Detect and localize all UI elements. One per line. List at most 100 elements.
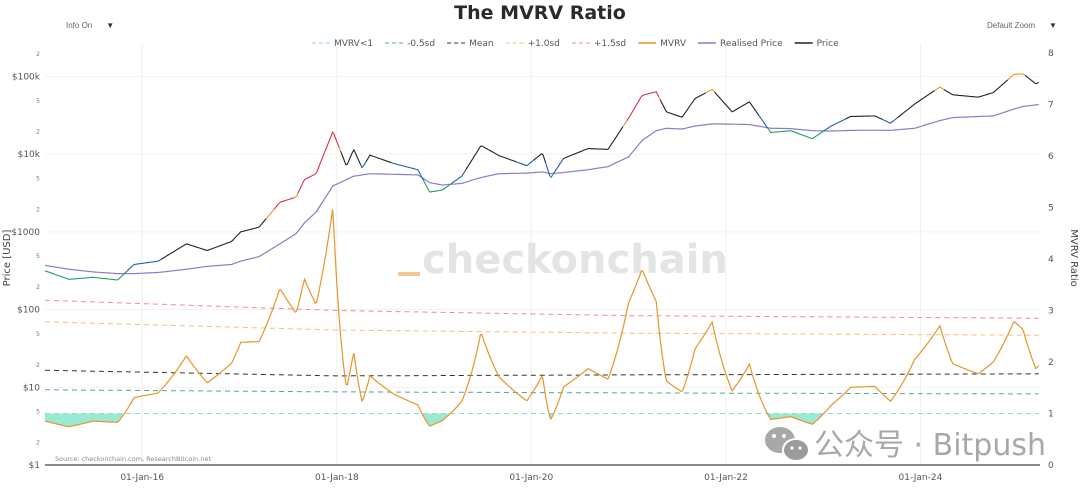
y-left-label: Price [USD] (2, 230, 13, 287)
price-line-segment (533, 153, 547, 164)
y-right-tick-label: 6 (1048, 152, 1054, 162)
y-right-tick-label: 0 (1048, 461, 1054, 471)
price-line-segment (365, 154, 392, 164)
price-line-segment (160, 218, 267, 260)
price-line-segment (896, 90, 935, 119)
series-lines (44, 73, 1040, 428)
y-left-tick-label: 5 (36, 409, 40, 416)
y-left-tick-label: 2 (36, 362, 40, 369)
price-line-segment (943, 79, 1009, 98)
legend-item[interactable]: MVRV<1 (312, 39, 373, 49)
band-plus-1-5sd (45, 299, 1039, 319)
price-line-segment (545, 162, 551, 176)
price-line-segment (391, 162, 424, 181)
chevron-down-icon: ▼ (1049, 21, 1057, 30)
price-line-segment (767, 128, 825, 140)
price-line-segment (549, 173, 555, 179)
mvrv-below-1-area (45, 413, 124, 427)
y-left-tick-label: $1000 (11, 228, 40, 238)
wechat-icon (765, 427, 810, 462)
watermark-underscore (398, 272, 420, 276)
price-line-segment (273, 197, 295, 210)
legend-item[interactable]: Mean (447, 39, 494, 49)
price-line-segment (340, 148, 362, 166)
y-right-tick-label: 5 (1048, 204, 1054, 214)
price-line-segment (714, 92, 760, 116)
wechat-watermark-text: 公众号 · Bitpush (814, 428, 1046, 463)
y-right-tick-label: 1 (1048, 410, 1054, 420)
legend-item[interactable]: -0.5sd (385, 39, 435, 49)
legend-item[interactable]: +1.0sd (505, 39, 560, 49)
price-line-segment (845, 115, 883, 120)
y-right-label: MVRV Ratio (1068, 229, 1079, 287)
price-line-segment (265, 208, 275, 220)
legend-label: Realised Price (720, 39, 783, 49)
price-line-segment (658, 96, 661, 100)
band-mean (44, 369, 1039, 377)
x-tick-label: 01-Jan-20 (509, 473, 553, 483)
y-right-tick-label: 7 (1048, 101, 1054, 111)
legend-item[interactable]: Realised Price (697, 39, 783, 49)
price-line-segment (422, 179, 452, 193)
legend-item[interactable]: +1.5sd (571, 39, 626, 49)
chart-title: The MVRV Ratio (454, 2, 626, 24)
legend: MVRV<1 -0.5sd Mean +1.0sd +1.5sd MVRV Realised… (312, 39, 839, 49)
watermark-brand: checkonchain (422, 237, 728, 283)
legend-label: +1.0sd (528, 39, 560, 49)
x-tick-label: 01-Jan-24 (899, 473, 943, 483)
price-line-segment (465, 145, 517, 171)
info-dropdown[interactable]: Info On ▼ (66, 21, 114, 30)
y-left-tick-label: $10 (23, 383, 40, 393)
y-left-tick-label: 2 (36, 51, 40, 58)
y-left-tick-label: $100 (17, 306, 40, 316)
x-tick-label: 01-Jan-18 (315, 473, 359, 483)
band-minus-0-5sd (45, 389, 1039, 395)
wechat-watermark: 公众号 · Bitpush (765, 427, 1046, 463)
checkonchain-watermark: checkonchain (398, 237, 728, 283)
y-left-tick-label: 2 (36, 206, 40, 213)
legend-item[interactable]: MVRV (638, 39, 687, 49)
price-line-segment (622, 120, 628, 128)
y-left-tick-label: 5 (36, 98, 40, 105)
price-line-segment (758, 114, 769, 129)
y-left-tick-label: 5 (36, 253, 40, 260)
price-line-segment (659, 92, 706, 118)
mvrv-below-1-fill (45, 413, 823, 427)
info-dropdown-label: Info On (66, 21, 93, 30)
price-line-segment (562, 126, 624, 160)
zoom-dropdown[interactable]: Default Zoom ▼ (987, 21, 1057, 30)
legend-label: Price (817, 39, 839, 49)
y-left-tick-label: $100k (12, 72, 41, 82)
y-right-tick-label: 8 (1048, 49, 1054, 59)
band-plus-1-0sd (44, 321, 1039, 336)
mvrv-line (44, 209, 1040, 428)
price-line-segment (1007, 73, 1026, 81)
price-line-segment (823, 118, 846, 132)
zoom-dropdown-label: Default Zoom (987, 21, 1036, 30)
source-note: Source: checkonchain.com, ResearchBitcoi… (55, 455, 211, 463)
price-line-segment (297, 131, 340, 194)
axes: 01-Jan-16 01-Jan-18 01-Jan-20 01-Jan-22 01-J… (11, 49, 1054, 483)
price-line-segment (124, 259, 162, 274)
price-line-segment (705, 88, 716, 94)
legend-label: MVRV (660, 39, 687, 49)
legend-label: MVRV<1 (334, 39, 373, 49)
price-line-segment (516, 159, 535, 167)
price-line-segment (338, 147, 342, 152)
y-right-tick-label: 2 (1048, 358, 1054, 368)
x-tick-label: 01-Jan-16 (120, 473, 164, 483)
price-line-segment (1024, 75, 1039, 85)
legend-item[interactable]: Price (794, 39, 839, 49)
y-left-tick-label: 2 (36, 284, 40, 291)
price-line-segment (44, 270, 126, 281)
y-left-tick-label: 5 (36, 176, 40, 183)
mvrv-bands (44, 299, 1039, 414)
mvrv-below-1-area (768, 413, 823, 425)
price-line-segment (360, 161, 367, 169)
y-left-tick-label: $10k (18, 150, 41, 160)
price-line-segment (882, 117, 898, 124)
price-line-segment (293, 192, 299, 199)
realised-price-line (44, 103, 1039, 275)
price-line-segment (626, 91, 660, 121)
